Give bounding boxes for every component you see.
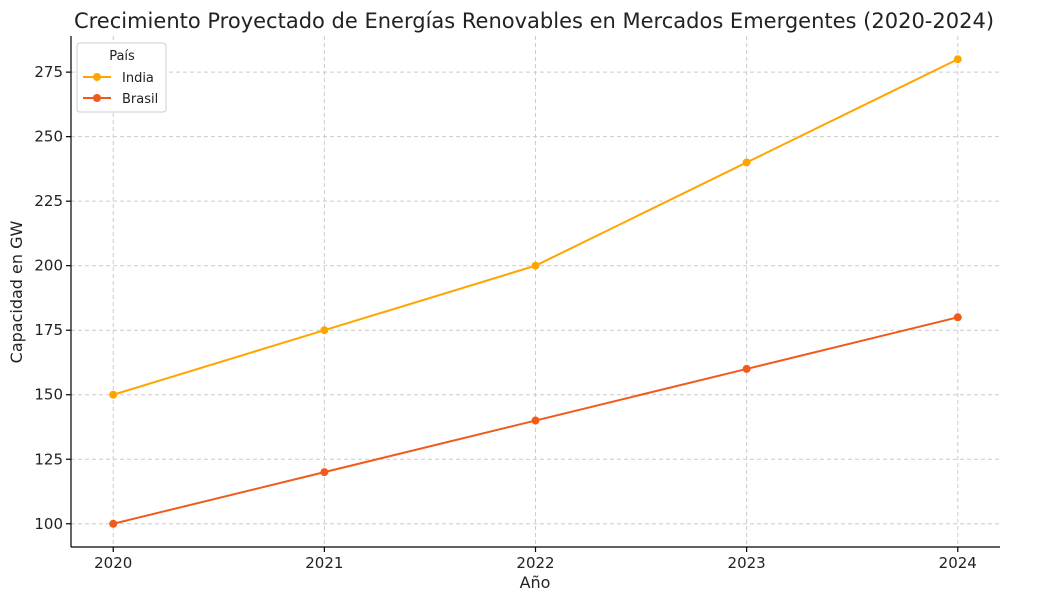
y-tick-label: 150	[34, 386, 63, 404]
y-tick-label: 225	[34, 192, 63, 210]
legend-marker-india	[93, 73, 101, 81]
axis-ticks: 2020 2021 2022 2023 2024 100 125 150 175 200 225 25…	[34, 63, 977, 572]
y-tick-label: 250	[34, 128, 63, 146]
y-tick-label: 125	[34, 450, 63, 468]
data-point-india	[109, 390, 118, 399]
x-tick-label: 2024	[939, 554, 977, 572]
legend-label-brasil: Brasil	[122, 92, 158, 107]
data-point-brasil	[953, 313, 962, 322]
series-india	[109, 55, 962, 399]
legend: País India Brasil	[76, 42, 167, 113]
legend-label-india: India	[122, 71, 154, 86]
y-tick-label: 175	[34, 321, 63, 339]
y-tick-label: 275	[34, 63, 63, 81]
x-tick-label: 2020	[94, 554, 132, 572]
data-point-india	[320, 326, 329, 335]
chart-title: Crecimiento Proyectado de Energías Renov…	[74, 9, 994, 33]
data-point-india	[953, 55, 962, 64]
y-tick-label: 200	[34, 257, 63, 275]
x-axis-label: Año	[520, 573, 551, 592]
grid	[71, 36, 1000, 547]
x-tick-label: 2021	[305, 554, 343, 572]
series	[109, 55, 962, 528]
series-brasil	[109, 313, 962, 528]
x-tick-label: 2023	[728, 554, 766, 572]
legend-title: País	[109, 49, 135, 64]
x-tick-label: 2022	[516, 554, 554, 572]
data-point-india	[531, 261, 540, 270]
data-point-brasil	[531, 416, 540, 425]
legend-entries: India Brasil	[83, 71, 158, 107]
y-tick-label: 100	[34, 515, 63, 533]
data-point-brasil	[109, 519, 118, 528]
legend-marker-brasil	[93, 94, 101, 102]
y-axis-label: Capacidad en GW	[7, 220, 26, 363]
data-point-india	[742, 158, 751, 167]
data-point-brasil	[320, 468, 329, 477]
data-point-brasil	[742, 364, 751, 373]
